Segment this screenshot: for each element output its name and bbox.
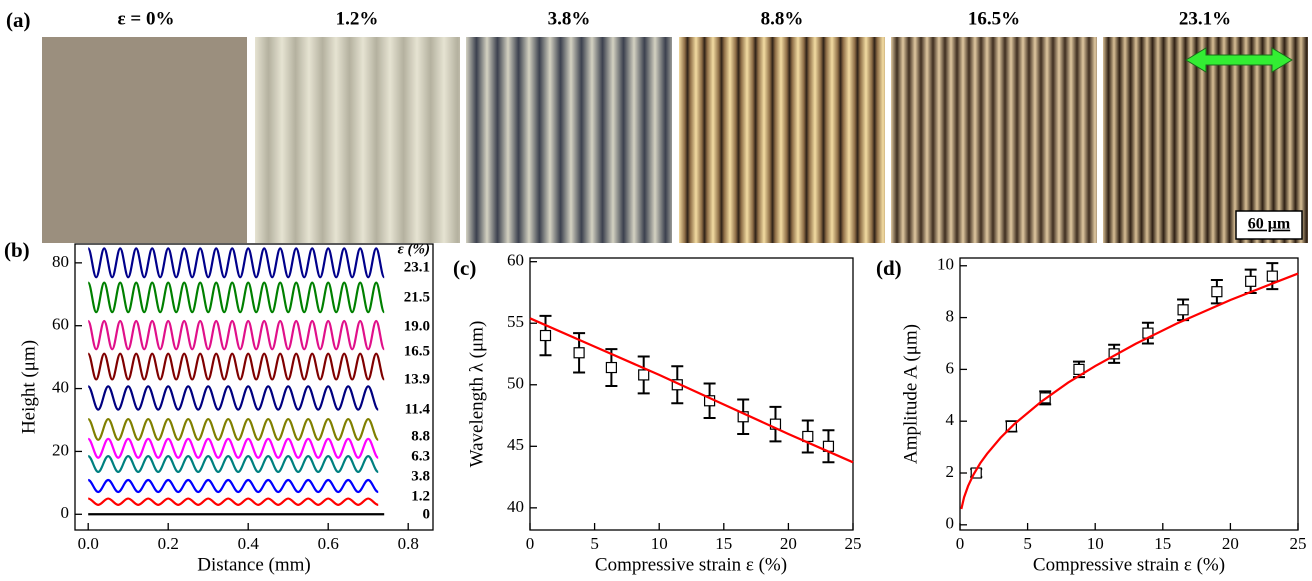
x-tick-label: 15	[715, 534, 732, 553]
strain-direction-arrow	[1185, 47, 1293, 73]
y-tick-label: 4	[946, 410, 955, 429]
y-axis-title: Amplitude A (μm)	[900, 324, 921, 464]
plot-frame	[529, 257, 854, 531]
micrograph	[42, 37, 247, 243]
panel-label: (a)	[6, 8, 31, 32]
scale-bar-box	[1235, 210, 1303, 240]
plot-frame	[959, 257, 1299, 531]
marker	[573, 347, 585, 359]
y-tick-label: 80	[52, 252, 69, 271]
x-tick-label: 0.4	[238, 534, 260, 553]
x-tick-label: 5	[1023, 534, 1032, 553]
line	[529, 317, 854, 464]
marker	[1177, 304, 1189, 316]
x-axis-title: Distance (mm)	[197, 554, 310, 575]
y-tick-label: 60	[52, 315, 69, 334]
x-tick-label: 25	[845, 534, 862, 553]
y-tick-label: 40	[52, 377, 69, 396]
marker	[539, 329, 552, 342]
y-tick-label: 40	[507, 497, 524, 516]
x-tick-label: 0.0	[78, 534, 99, 553]
y-tick-label: 2	[946, 462, 955, 481]
marker	[1245, 275, 1257, 287]
curve-label: 1.2	[411, 488, 430, 504]
curve-label: 16.5	[404, 343, 430, 359]
strain-label: 23.1%	[1179, 8, 1231, 29]
curve-label: 3.8	[411, 468, 430, 484]
x-axis-title: Compressive strain ε (%)	[595, 554, 787, 575]
x-tick-label: 20	[780, 534, 797, 553]
y-tick-label: 0	[946, 514, 955, 533]
line	[87, 247, 386, 279]
y-tick-label: 8	[946, 306, 955, 325]
curve-label: 13.9	[404, 371, 430, 387]
panel-label: (b)	[4, 238, 30, 262]
scale-bar-label: 60 μm	[1248, 216, 1291, 233]
line	[87, 417, 379, 441]
marker	[1211, 286, 1223, 298]
y-tick-label: 0	[61, 503, 70, 522]
x-tick-label: 0	[526, 534, 535, 553]
x-tick-label: 10	[651, 534, 668, 553]
y-axis-title: Height (μm)	[18, 340, 39, 434]
x-tick-label: 0.8	[398, 534, 419, 553]
legend-title: ε (%)	[398, 241, 430, 257]
line	[87, 385, 380, 411]
panel-label: (c)	[453, 256, 476, 280]
marker	[605, 361, 617, 374]
curve-label: 8.8	[411, 428, 430, 444]
line	[87, 352, 386, 381]
line	[87, 281, 386, 314]
x-tick-label: 20	[1222, 534, 1239, 553]
curve-label: 11.4	[405, 401, 431, 417]
line	[87, 437, 379, 459]
x-tick-label: 25	[1290, 534, 1307, 553]
curve-label: 23.1	[404, 259, 430, 275]
line	[87, 478, 379, 494]
curve-label: 21.5	[404, 289, 430, 305]
micrograph	[466, 37, 672, 243]
micrograph	[891, 37, 1097, 243]
micrograph	[255, 37, 460, 243]
x-axis-title: Compressive strain ε (%)	[1033, 554, 1225, 575]
x-tick-label: 0.2	[158, 534, 179, 553]
y-tick-label: 55	[507, 312, 524, 331]
strain-label: ε = 0%	[118, 8, 175, 29]
curve-label: 6.3	[411, 448, 430, 464]
y-tick-label: 10	[937, 255, 954, 274]
curve-label: 19.0	[404, 318, 430, 334]
panel-label: (d)	[876, 256, 902, 280]
micrograph	[679, 37, 885, 243]
plot-frame	[74, 243, 434, 531]
x-tick-label: 0	[956, 534, 965, 553]
x-tick-label: 15	[1154, 534, 1171, 553]
y-tick-label: 20	[52, 440, 69, 459]
y-tick-label: 45	[507, 435, 524, 454]
marker	[638, 369, 650, 381]
x-tick-label: 5	[590, 534, 599, 553]
line	[960, 272, 1299, 510]
marker	[1073, 363, 1085, 375]
x-tick-label: 10	[1087, 534, 1104, 553]
line	[87, 319, 386, 351]
curve-label: 0	[423, 506, 431, 522]
y-tick-label: 60	[507, 251, 524, 270]
line	[87, 455, 379, 473]
strain-label: 8.8%	[761, 8, 804, 29]
y-tick-label: 50	[507, 374, 524, 393]
x-tick-label: 0.6	[318, 534, 339, 553]
strain-label: 16.5%	[968, 8, 1020, 29]
strain-label: 3.8%	[548, 8, 591, 29]
marker	[1266, 270, 1278, 282]
line	[87, 497, 379, 506]
y-tick-label: 6	[946, 358, 955, 377]
strain-label: 1.2%	[336, 8, 379, 29]
y-axis-title: Wavelength λ (μm)	[466, 321, 487, 468]
